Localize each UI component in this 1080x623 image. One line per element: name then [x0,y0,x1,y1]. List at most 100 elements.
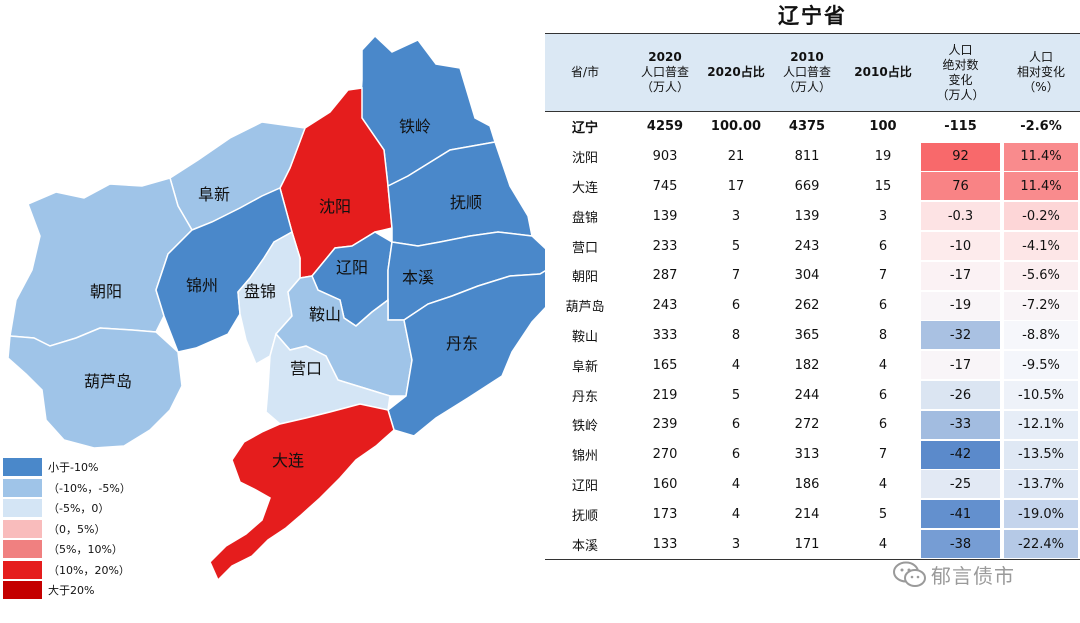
cell-rel: -9.5% [1002,350,1080,380]
cell-name: 葫芦岛 [565,300,605,316]
cell-name: 辽宁 [571,121,598,137]
cell-abs: -33 [919,410,1002,440]
cell-abs: -17 [919,261,1002,291]
column-header: 2020占比 [705,33,767,112]
table-row: 阜新 165 4 182 4 -17 -9.5% [545,350,1080,380]
cell-share2010: 4 [878,476,888,492]
cell-abs: -10 [919,231,1002,261]
legend-label: （10%，20%） [48,563,130,577]
legend-label: （0，5%） [48,522,106,536]
cell-share2020: 21 [727,149,745,165]
cell-share2010: 100 [869,119,897,135]
cell-share2010: 6 [878,238,888,254]
cell-pop2020: 243 [652,298,678,314]
cell-pop2010: 243 [794,238,820,254]
legend-label: （-5%，0） [48,502,110,515]
table-header-row: 省/市 2020 人口普查 （万人） 2020占比 2010 人口普查 （万人） 2010占比人… [545,33,1080,112]
column-header: 2020 人口普查 （万人） [625,33,705,112]
cell-rel: -19.0% [1002,499,1080,529]
cell-rel: 11.4% [1002,142,1080,172]
table-row: 铁岭 239 6 272 6 -33 -12.1% [545,410,1080,440]
cell-pop2010: 811 [794,149,820,165]
cell-abs: 92 [919,142,1002,172]
cell-abs: -19 [919,291,1002,321]
cell-rel: -22.4% [1002,529,1080,560]
legend-swatch [3,499,42,517]
cell-pop2010: 4375 [788,119,826,135]
cell-rel: -2.6% [1002,112,1080,142]
cell-pop2010: 186 [794,476,820,492]
cell-pop2020: 333 [652,327,678,343]
table-row: 鞍山 333 8 365 8 -32 -8.8% [545,321,1080,351]
cell-abs: 76 [919,172,1002,202]
cell-abs: -25 [919,470,1002,500]
cell-name: 鞍山 [571,329,598,345]
legend-swatch [3,458,42,476]
cell-pop2020: 219 [652,387,678,403]
cell-pop2020: 133 [625,529,705,560]
cell-share2010: 4 [847,529,919,560]
cell-abs: -115 [919,112,1002,142]
city-label: 盘锦 [244,282,276,301]
city-label: 锦州 [186,276,218,295]
cell-pop2010: 262 [794,298,820,314]
column-header: 2010 人口普查 （万人） [767,33,847,112]
cell-abs: -26 [919,380,1002,410]
table-row: 本溪 133 3 171 4 -38 -22.4% [545,529,1080,560]
column-header: 2010占比 [847,33,919,112]
table-row: 辽阳 160 4 186 4 -25 -13.7% [545,470,1080,500]
cell-pop2020: 173 [652,506,678,522]
map-legend: 小于-10% （-10%，-5%） （-5%，0） （0，5%） （5%，10%） （10… [3,457,131,601]
cell-share2020: 17 [727,178,745,194]
cell-share2020: 5 [731,238,741,254]
cell-name: 锦州 [571,449,598,465]
city-label: 朝阳 [90,282,122,301]
cell-pop2010: 669 [794,178,820,194]
cell-share2010: 15 [874,178,892,194]
cell-pop2010: 272 [794,417,820,433]
city-label: 丹东 [446,334,478,353]
cell-pop2010: 182 [794,357,820,373]
legend-swatch [3,581,42,599]
cell-share2010: 7 [878,268,888,284]
city-label: 沈阳 [319,197,351,216]
table-row: 辽宁 4259 100.00 4375 100 -115 -2.6% [545,112,1080,142]
table-row: 沈阳 903 21 811 19 92 11.4% [545,142,1080,172]
legend-item: 大于20% [3,580,131,600]
cell-share2010: 19 [874,149,892,165]
legend-item: （-5%，0） [3,498,131,518]
cell-share2020: 3 [705,529,767,560]
cell-share2020: 3 [731,208,741,224]
wechat-icon [893,561,926,587]
cell-name: 朝阳 [571,270,598,286]
table-row: 丹东 219 5 244 6 -26 -10.5% [545,380,1080,410]
city-label: 营口 [290,359,322,378]
table-row: 锦州 270 6 313 7 -42 -13.5% [545,440,1080,470]
city-label: 鞍山 [309,305,341,324]
cell-share2020: 8 [731,327,741,343]
legend-item: （10%，20%） [3,560,131,580]
cell-share2020: 4 [731,357,741,373]
cell-pop2010: 171 [767,529,847,560]
cell-share2010: 4 [878,357,888,373]
table-row: 营口 233 5 243 6 -10 -4.1% [545,231,1080,261]
cell-rel: -4.1% [1002,231,1080,261]
cell-pop2020: 270 [652,447,678,463]
watermark: 郁言债市 [893,560,1015,589]
cell-name: 沈阳 [571,151,598,167]
cell-share2020: 4 [731,506,741,522]
region-大连 [209,403,395,582]
cell-share2010: 6 [878,417,888,433]
cell-share2020: 4 [731,476,741,492]
table-row: 抚顺 173 4 214 5 -41 -19.0% [545,499,1080,529]
cell-abs: -17 [919,350,1002,380]
cell-name: 抚顺 [571,508,598,524]
cell-rel: -7.2% [1002,291,1080,321]
cell-name: 丹东 [571,389,598,405]
city-label: 本溪 [402,268,434,287]
column-header: 人口 相对变化 （%） [1002,33,1080,112]
cell-name: 大连 [571,180,598,196]
city-label: 阜新 [198,185,230,204]
legend-swatch [3,519,42,538]
cell-rel: 11.4% [1002,172,1080,202]
